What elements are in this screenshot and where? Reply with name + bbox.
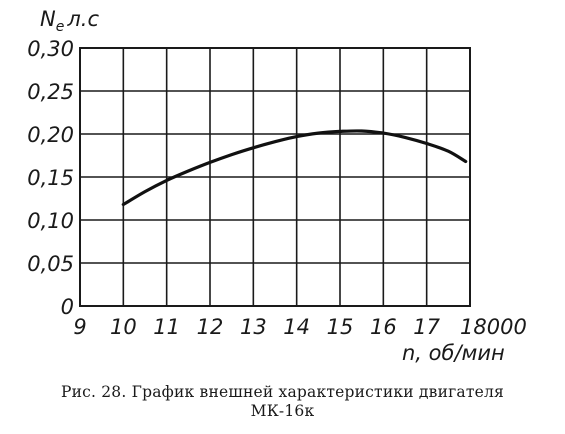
x-tick-label: 17	[413, 315, 440, 339]
y-tick-labels: 0 0,05 0,10 0,15 0,20 0,25 0,30	[27, 37, 74, 319]
y-axis-subscript: e	[56, 19, 65, 35]
y-tick-label: 0,25	[27, 80, 74, 104]
figure-caption-line-1: Рис. 28. График внешней характеристики д…	[60, 383, 505, 401]
x-tick-label: 10	[110, 315, 137, 339]
x-tick-label: 14	[283, 315, 310, 339]
x-axis-label: n, об/мин	[402, 341, 505, 365]
y-axis-unit: л.с	[66, 7, 99, 31]
x-tick-label: 11	[153, 315, 180, 339]
y-tick-label: 0,20	[27, 123, 74, 147]
y-tick-label: 0,10	[27, 209, 74, 233]
figure-caption-line-2: МК-16к	[250, 402, 315, 420]
y-axis-symbol: N	[40, 7, 56, 31]
curve-group	[121, 129, 468, 207]
chart-grid	[80, 48, 470, 306]
x-tick-label: 18000	[460, 315, 527, 339]
x-tick-labels: 9 10 11 12 13 14 15 16 17 18000	[73, 315, 527, 339]
y-tick-label: 0	[61, 295, 74, 319]
x-tick-label: 15	[327, 315, 354, 339]
engine-characteristic-chart: 0 0,05 0,10 0,15 0,20 0,25 0,30 9 10 11 12 13 14 15 1…	[27, 7, 527, 365]
y-axis-label: Ne л.с	[40, 7, 99, 35]
y-tick-label: 0,15	[27, 166, 74, 190]
plot-frame	[79, 47, 471, 307]
x-tick-label: 9	[73, 315, 86, 339]
x-tick-label: 16	[370, 315, 397, 339]
y-tick-label: 0,30	[27, 37, 74, 61]
x-tick-label: 13	[240, 315, 267, 339]
power-curve	[121, 129, 468, 207]
y-tick-label: 0,05	[27, 252, 74, 276]
x-tick-label: 12	[197, 315, 224, 339]
